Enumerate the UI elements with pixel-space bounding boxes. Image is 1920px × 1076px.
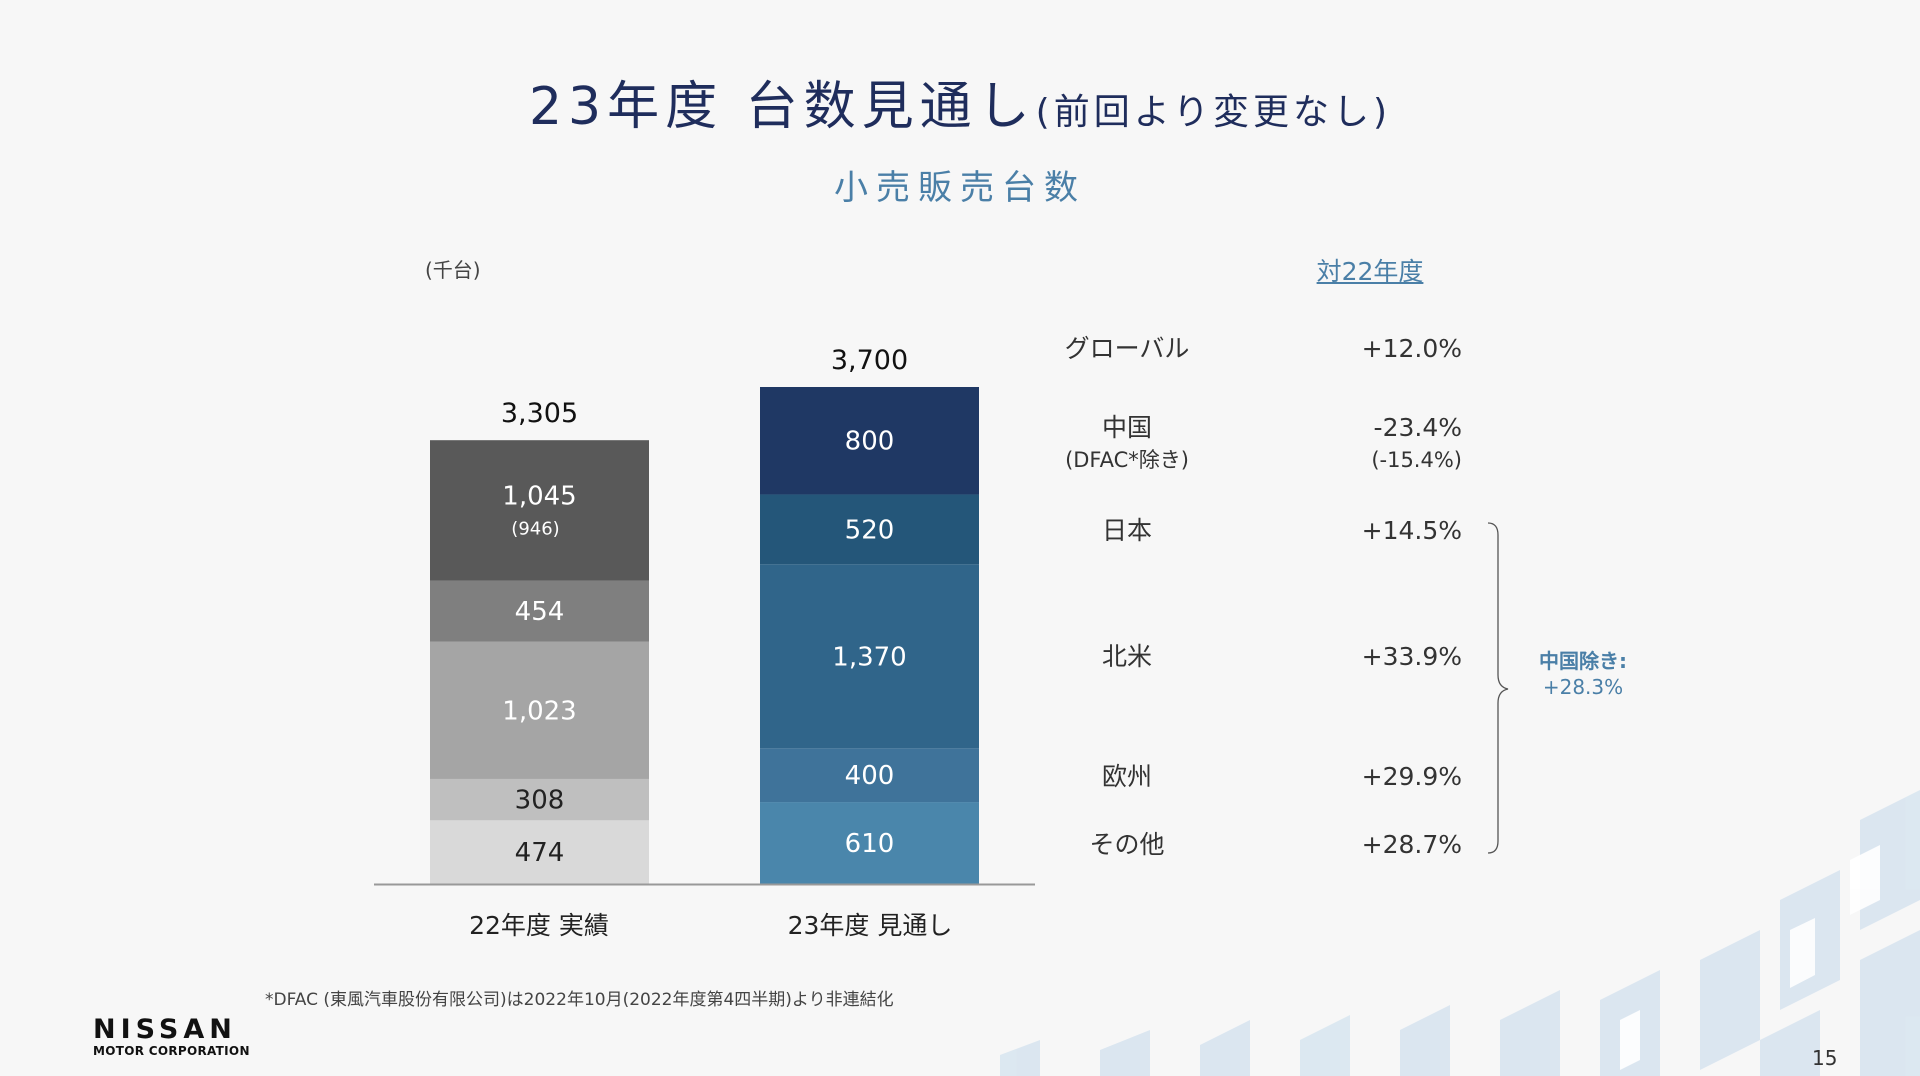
segment-sublabel: (946) [511,518,559,539]
bar-segment [760,748,979,803]
row-label-europe: 欧州 [1101,762,1152,791]
bar-segment [430,641,649,779]
brace-icon [1487,522,1509,854]
excl-china-note: 中国除き: +28.3% [1493,648,1673,700]
row-value-north-america: +33.9% [1361,642,1462,671]
row-label-china: 中国 [1101,413,1152,442]
category-label-fy22: 22年度 実績 [469,911,609,940]
title-note: (前回より変更なし) [1035,92,1392,133]
segment-label: 1,023 [502,696,576,726]
bar-segment [430,820,649,884]
segment-label: 1,045 [502,481,576,511]
note-label: 中国除き: [1539,649,1627,673]
logo-sub: MOTOR CORPORATION [93,1044,250,1058]
nissan-logo: NISSAN MOTOR CORPORATION [93,1014,250,1059]
row-value-other: +28.7% [1361,830,1462,859]
total-label: 3,700 [831,345,908,376]
segment-label: 520 [845,515,895,545]
segment-label: 454 [515,597,565,627]
segment-label: 474 [515,838,565,868]
logo-name: NISSAN [93,1014,237,1045]
page-subtitle: 小売販売台数 [834,168,1086,208]
page-title: 23年度 台数見通し(前回より変更なし) [0,64,1920,139]
category-label-fy23: 23年度 見通し [787,911,953,940]
segment-label: 610 [845,829,895,859]
segment-label: 308 [515,786,565,816]
bar-segment [760,802,979,884]
bar-segment [430,778,649,821]
page-number: 15 [1812,1046,1838,1070]
bar-segment [760,494,979,565]
row-sublabel-china: (DFAC*除き) [1065,448,1189,472]
bar-segment [430,440,649,581]
row-value-china: -23.4% [1373,413,1462,442]
row-value-europe: +29.9% [1361,762,1462,791]
bar-segment [760,387,979,495]
note-value: +28.3% [1542,675,1624,699]
row-value-global: +12.0% [1361,334,1462,363]
segment-label: 1,370 [832,642,906,672]
row-value-japan: +14.5% [1361,516,1462,545]
segment-label: 800 [845,427,895,457]
segment-label: 400 [845,761,895,791]
footnote: *DFAC (東風汽車股份有限公司)は2022年10月(2022年度第4四半期)… [265,990,894,1010]
title-main: 23年度 台数見通し [528,77,1036,137]
row-label-japan: 日本 [1101,516,1152,545]
unit-label: (千台) [425,258,481,282]
row-subvalue-china: (-15.4%) [1371,448,1462,472]
comparison-header: 対22年度 [1316,257,1424,286]
row-label-global: グローバル [1064,334,1190,363]
bar-segment [760,564,979,749]
row-label-north-america: 北米 [1101,642,1152,671]
row-label-other: その他 [1089,830,1165,859]
total-label: 3,305 [501,398,578,429]
bar-segment [430,580,649,642]
